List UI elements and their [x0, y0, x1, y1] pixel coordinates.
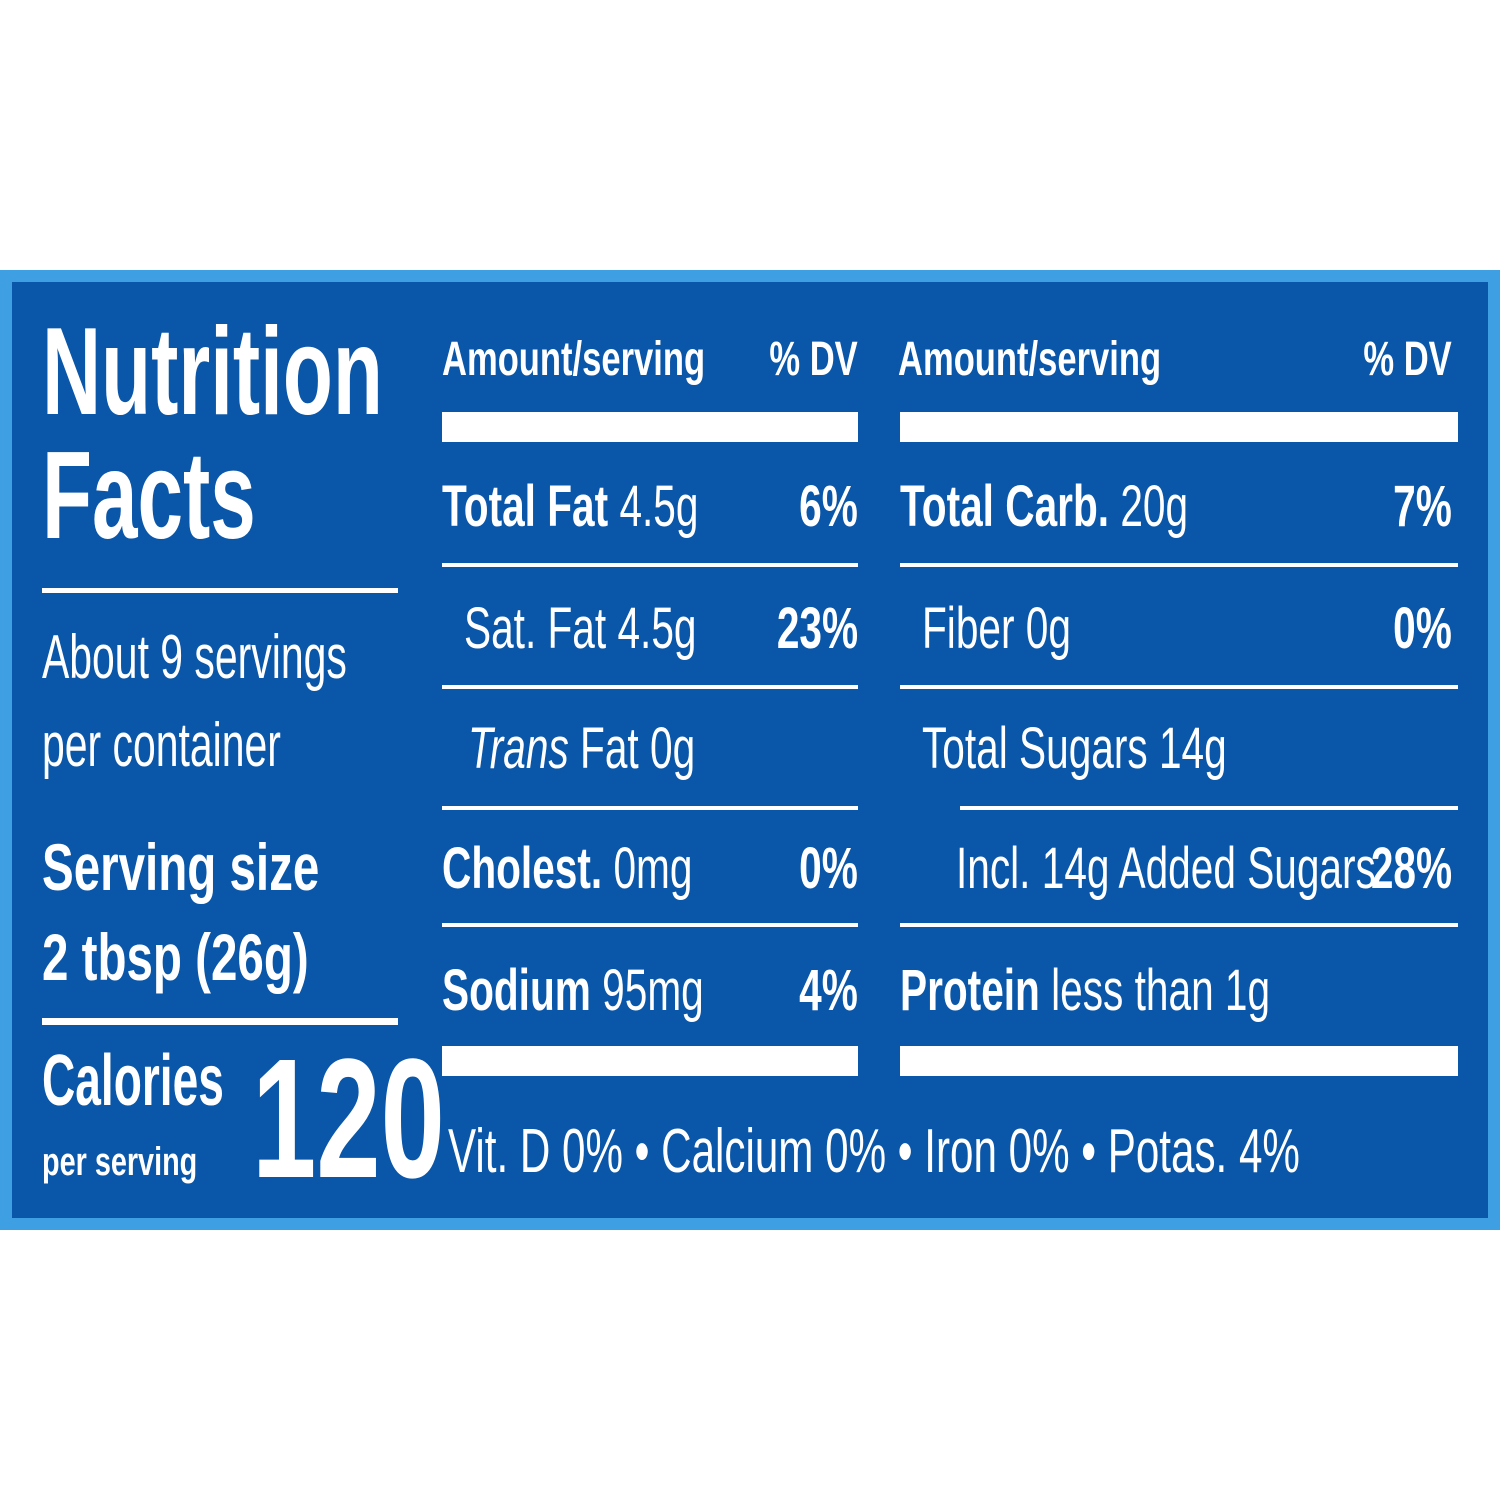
nutrition-label: Nutrition Facts About 9 servings per con… [0, 270, 1500, 1230]
label-title: Nutrition Facts [42, 310, 559, 558]
dv-total-carb: 7% [1393, 474, 1452, 539]
nutrition-panel: Nutrition Facts About 9 servings per con… [12, 282, 1488, 1218]
right-header-dv: % DV [1363, 333, 1452, 386]
calories-value: 120 [252, 1024, 445, 1214]
title-line-1: Nutrition [42, 303, 383, 441]
thick-rule [442, 412, 858, 442]
thick-rule [442, 1046, 858, 1076]
dv-sat-fat: 23% [776, 596, 858, 661]
title-line-2: Facts [42, 427, 256, 565]
nutrient-row-sat-fat: Sat. Fat 4.5g [464, 596, 697, 661]
thin-rule [960, 806, 1458, 810]
dv-cholesterol: 0% [799, 836, 858, 901]
nutrient-row-fiber: Fiber 0g [922, 596, 1071, 661]
thin-rule [900, 563, 1458, 567]
left-header-amount: Amount/serving [442, 333, 706, 386]
left-header-dv: % DV [769, 333, 858, 386]
calories-subtitle: per serving [42, 1140, 198, 1184]
divider [42, 588, 398, 593]
serving-size-label: Serving size [42, 830, 320, 904]
divider [42, 1018, 398, 1025]
dv-sodium: 4% [799, 958, 858, 1023]
dv-added-sugars: 28% [1370, 836, 1452, 901]
serving-size: Serving size 2 tbsp (26g) [42, 822, 427, 1002]
thick-rule [900, 412, 1458, 442]
thin-rule [442, 563, 858, 567]
thin-rule [900, 923, 1458, 927]
thick-rule [900, 1046, 1458, 1076]
serving-size-value: 2 tbsp (26g) [42, 920, 309, 994]
vitamins-minerals: Vit. D 0% • Calcium 0% • Iron 0% • Potas… [448, 1117, 1300, 1186]
nutrient-row-cholesterol: Cholest. 0mg [442, 836, 693, 901]
servings-per-container: About 9 servings per container [42, 623, 347, 780]
nutrient-row-total-sugars: Total Sugars 14g [922, 716, 1227, 781]
thin-rule [442, 806, 858, 810]
dv-total-fat: 6% [799, 474, 858, 539]
right-header-amount: Amount/serving [898, 333, 1162, 386]
dv-fiber: 0% [1393, 596, 1452, 661]
nutrient-row-total-fat: Total Fat 4.5g [442, 474, 699, 539]
nutrient-row-sodium: Sodium 95mg [442, 958, 704, 1023]
thin-rule [442, 685, 858, 689]
nutrient-row-trans-fat: Trans Fat 0g [468, 716, 696, 781]
nutrient-row-total-carb: Total Carb. 20g [900, 474, 1189, 539]
nutrient-row-added-sugars: Incl. 14g Added Sugars [956, 836, 1376, 901]
calories-label: Calories [42, 1041, 224, 1121]
thin-rule [442, 923, 858, 927]
thin-rule [900, 685, 1458, 689]
nutrient-row-protein: Protein less than 1g [900, 958, 1271, 1023]
